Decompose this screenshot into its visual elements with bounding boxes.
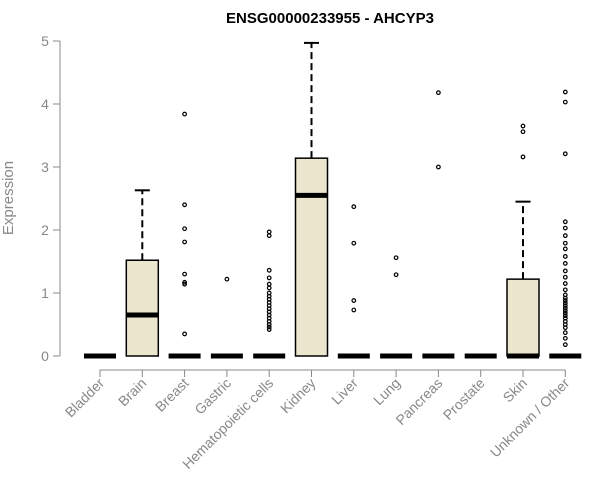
outlier-point xyxy=(351,307,357,313)
outlier-point xyxy=(436,90,441,96)
outlier-point xyxy=(520,129,526,135)
x-tick-label: Skin xyxy=(500,375,531,406)
outlier-point xyxy=(266,275,272,281)
outlier-point xyxy=(351,298,357,303)
y-tick-label: 5 xyxy=(41,33,49,49)
outlier-point xyxy=(562,313,568,319)
box-5 xyxy=(253,229,286,359)
chart-title: ENSG00000233955 - AHCYP3 xyxy=(226,10,434,27)
y-axis: 0 1 2 3 4 5 xyxy=(41,33,61,364)
box-body xyxy=(125,259,160,357)
x-tick-label: Pancreas xyxy=(392,375,445,428)
box-body xyxy=(294,157,329,357)
outlier-point xyxy=(562,240,568,246)
y-tick-label: 2 xyxy=(41,222,49,238)
outlier-point xyxy=(182,281,188,287)
x-tick-label: Prostate xyxy=(440,375,488,423)
outlier-point xyxy=(562,342,568,348)
outlier-point xyxy=(562,225,568,231)
outlier-point xyxy=(266,327,272,332)
outlier-point xyxy=(562,325,568,331)
outlier-point xyxy=(562,335,568,341)
outlier-point xyxy=(266,229,272,235)
outlier-point xyxy=(562,233,568,239)
box-12 xyxy=(549,89,582,359)
outlier-point xyxy=(562,274,568,280)
box-body xyxy=(506,278,540,357)
outlier-point xyxy=(182,239,188,245)
outlier-point xyxy=(266,267,272,273)
outlier-point xyxy=(562,300,568,306)
outlier-point xyxy=(562,310,568,316)
outlier-point xyxy=(266,322,272,327)
outlier-point xyxy=(562,268,568,274)
outlier-point xyxy=(562,305,568,311)
box-4 xyxy=(210,276,243,359)
y-axis-title: Expression xyxy=(0,161,17,235)
box-series xyxy=(84,41,582,359)
outlier-point xyxy=(562,298,568,303)
x-tick-label: Kidney xyxy=(277,375,319,417)
outlier-point xyxy=(562,330,568,336)
outlier-point xyxy=(520,123,526,129)
outlier-point xyxy=(562,260,568,266)
outlier-point xyxy=(351,240,357,246)
outlier-point xyxy=(562,219,568,225)
box-6 xyxy=(294,41,329,357)
outlier-point xyxy=(562,99,568,105)
box-7 xyxy=(337,204,370,359)
y-tick-label: 4 xyxy=(41,96,49,112)
outlier-point xyxy=(436,164,441,170)
outlier-point xyxy=(393,272,399,278)
outlier-point xyxy=(520,154,526,160)
outlier-point xyxy=(351,204,357,210)
outlier-point xyxy=(562,246,568,252)
outlier-point xyxy=(562,254,568,259)
x-tick-label: Liver xyxy=(328,375,361,408)
outlier-point xyxy=(393,255,399,261)
x-tick-label: Breast xyxy=(152,375,192,415)
outlier-point xyxy=(562,287,568,293)
outlier-point xyxy=(562,151,568,157)
x-tick-label: Unknown / Other xyxy=(487,375,573,461)
outlier-point xyxy=(562,295,568,301)
outlier-point xyxy=(224,276,230,282)
box-8 xyxy=(380,255,413,359)
y-tick-label: 0 xyxy=(41,348,49,364)
outlier-point xyxy=(562,89,568,95)
box-11 xyxy=(506,123,540,359)
box-3 xyxy=(168,111,201,359)
outlier-point xyxy=(182,279,188,285)
outlier-point xyxy=(182,331,188,337)
outlier-point xyxy=(562,281,568,286)
x-tick-label: Bladder xyxy=(62,375,108,421)
outlier-point xyxy=(266,324,272,330)
outlier-point xyxy=(182,226,188,232)
x-tick-label: Lung xyxy=(370,375,403,408)
outlier-point xyxy=(562,303,568,309)
x-tick-label: Brain xyxy=(115,375,149,409)
y-tick-label: 3 xyxy=(41,159,49,175)
outlier-point xyxy=(182,271,188,277)
box-9 xyxy=(422,90,455,359)
y-tick-label: 1 xyxy=(41,285,49,301)
box-2 xyxy=(125,189,160,357)
outlier-point xyxy=(266,285,272,291)
outlier-point xyxy=(182,202,188,208)
outlier-point xyxy=(266,233,272,239)
outlier-point xyxy=(266,281,272,287)
outlier-point xyxy=(182,111,188,117)
outlier-point xyxy=(562,308,568,314)
